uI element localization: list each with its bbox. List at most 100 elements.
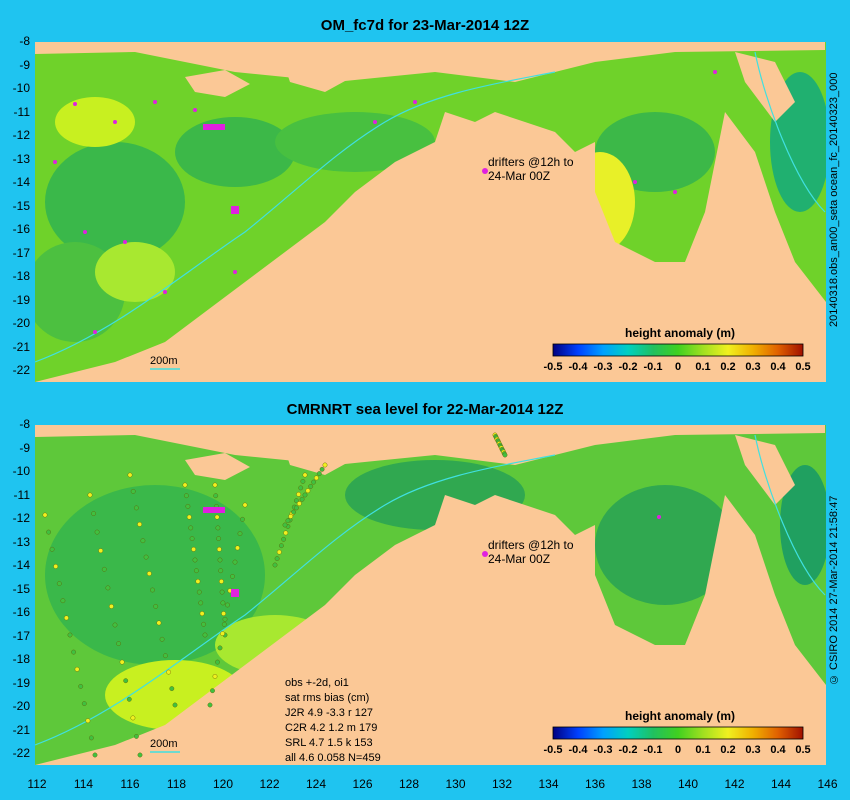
new-guinea-landmass (735, 435, 795, 505)
colorbar-tick-label: 0.5 (795, 361, 810, 373)
lat-tick-label: -17 (12, 628, 30, 643)
altimeter-obs-point (296, 491, 301, 497)
lon-tick-label: 146 (817, 777, 838, 791)
altimeter-obs-point (237, 531, 243, 537)
colorbar-tick-label: -0.4 (569, 361, 589, 373)
drifter-note-line2: 24-Mar 00Z (488, 552, 550, 566)
stats-box: obs +-2d, oi1 sat rms bias (cm) J2R 4.9 … (285, 677, 381, 764)
altimeter-obs-point (137, 752, 143, 758)
altimeter-obs-point (288, 514, 294, 519)
lon-tick-label: 140 (677, 777, 699, 791)
altimeter-obs-point (219, 589, 225, 595)
stats-line: C2R 4.2 1.2 m 179 (285, 722, 377, 734)
altimeter-obs-point (127, 472, 133, 478)
lat-tick-label: -17 (12, 245, 30, 260)
altimeter-obs-point (313, 475, 319, 481)
altimeter-obs-point (91, 511, 96, 517)
colorbar-tick-label: 0.4 (770, 361, 786, 373)
altimeter-obs-point (85, 718, 91, 724)
altimeter-obs-point (216, 536, 222, 542)
anomaly-high-region (55, 97, 135, 147)
lat-tick-label: -19 (12, 292, 30, 307)
altimeter-obs-point (92, 752, 98, 758)
altimeter-obs-point (188, 525, 194, 531)
lat-tick-label: -16 (12, 605, 30, 619)
colorbar-tick-label: 0.1 (695, 361, 710, 373)
colorbar-ticks: -0.5 -0.4 -0.3 -0.2 -0.1 0 0.1 0.2 0.3 0.4 0.5 (544, 744, 811, 756)
lat-tick-label: -16 (12, 222, 30, 236)
lat-tick-label: -10 (12, 81, 30, 95)
altimeter-obs-point (316, 471, 322, 476)
altimeter-obs-point (192, 557, 198, 563)
altimeter-obs-point (242, 502, 248, 508)
lat-tick-label: -13 (12, 534, 30, 549)
altimeter-obs-point (198, 600, 204, 606)
lat-tick-label: -18 (12, 269, 30, 283)
lon-tick-label: 118 (166, 777, 187, 791)
anomaly-low-region (175, 117, 295, 187)
colorbar-tick-label: -0.2 (619, 744, 638, 756)
lat-tick-label: -18 (12, 652, 30, 666)
colorbar-tick-label: 0.5 (795, 744, 810, 756)
lat-tick-label: -9 (19, 57, 30, 72)
altimeter-obs-point (502, 452, 508, 458)
altimeter-obs-point (98, 548, 104, 554)
altimeter-obs-point (89, 735, 94, 741)
altimeter-obs-point (230, 573, 235, 579)
altimeter-obs-point (186, 514, 192, 520)
lat-tick-label: -20 (12, 316, 30, 330)
lat-tick-label: -14 (12, 558, 30, 572)
altimeter-obs-point (140, 538, 146, 544)
altimeter-obs-point (94, 529, 100, 535)
panel1-side-label: 20140318.obs_an00_seta ocean_fc_20140323… (828, 72, 840, 328)
altimeter-obs-point (185, 504, 191, 509)
altimeter-obs-point (182, 482, 188, 488)
altimeter-obs-point (283, 530, 289, 536)
colorbar-tick-label: -0.3 (594, 361, 613, 373)
indonesia-landmass (35, 42, 825, 82)
altimeter-obs-point (217, 557, 223, 563)
altimeter-obs-point (105, 585, 111, 591)
altimeter-obs-point (216, 546, 222, 552)
altimeter-obs-point (169, 686, 175, 691)
altimeter-obs-point (109, 603, 114, 609)
altimeter-obs-point (225, 602, 230, 608)
altimeter-obs-point (166, 669, 172, 675)
altimeter-tracks (42, 432, 508, 758)
lon-tick-label: 132 (491, 777, 513, 791)
altimeter-obs-point (212, 482, 218, 488)
altimeter-obs-point (221, 611, 227, 617)
altimeter-obs-point (60, 598, 66, 604)
altimeter-obs-point (215, 659, 220, 665)
lat-tick-label: -22 (12, 746, 30, 760)
altimeter-obs-point (162, 653, 168, 659)
colorbar-tick-label: -0.5 (544, 361, 563, 373)
colorbar-tick-label: 0 (675, 361, 681, 373)
panel2-title: CMRNRT sea level for 22-Mar-2014 12Z (286, 401, 564, 418)
altimeter-obs-point (159, 636, 165, 642)
lon-tick-label: 128 (398, 777, 420, 791)
lon-tick-label: 136 (584, 777, 606, 791)
indonesia-landmass (35, 425, 825, 465)
anomaly-low-region (45, 142, 185, 262)
lon-tick-label: 142 (724, 777, 745, 791)
altimeter-obs-point (46, 529, 52, 535)
lat-tick-label: -8 (19, 417, 30, 431)
altimeter-obs-point (212, 673, 218, 679)
altimeter-obs-point (221, 621, 227, 627)
altimeter-obs-point (123, 678, 129, 684)
lon-tick-label: 114 (73, 777, 94, 791)
colorbar-tick-label: -0.2 (619, 361, 638, 373)
colorbar-title: height anomaly (m) (625, 709, 735, 723)
lat-tick-label: -21 (12, 339, 30, 354)
altimeter-obs-point (193, 568, 199, 574)
altimeter-obs-point (293, 505, 299, 511)
panel1-map: drifters @12h to 24-Mar 00Z 200m height … (35, 42, 826, 382)
colorbar (552, 343, 804, 357)
altimeter-obs-point (196, 589, 202, 595)
altimeter-obs-point (220, 631, 225, 637)
isobath-200m (754, 51, 826, 213)
altimeter-obs-point (87, 492, 93, 498)
altimeter-obs-point (137, 521, 143, 527)
lat-tick-label: -15 (12, 581, 30, 596)
